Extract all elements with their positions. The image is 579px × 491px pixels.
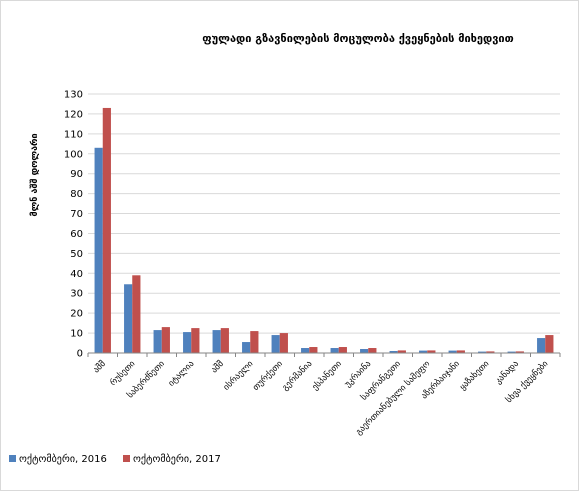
bar — [427, 350, 436, 353]
bar — [220, 328, 229, 353]
bar — [389, 351, 398, 353]
chart-title: ფულადი გზავნილების მოცულობა ქვეყნების მი… — [202, 32, 513, 45]
bar — [486, 351, 495, 353]
x-category-label: ესპანეთი — [310, 358, 344, 392]
x-category-label: რუსეთი — [108, 358, 138, 388]
bar — [124, 284, 133, 353]
y-tick-label: 20 — [70, 309, 83, 320]
bar — [478, 351, 487, 353]
y-tick-label: 0 — [77, 349, 83, 360]
y-tick-label: 70 — [70, 209, 83, 220]
bar — [507, 351, 516, 353]
x-category-label: აშშ — [209, 358, 226, 375]
bar — [161, 327, 170, 353]
bar — [242, 342, 251, 353]
bar — [456, 350, 465, 353]
bar — [309, 347, 318, 353]
x-category-label: აშშ — [91, 358, 108, 375]
bar — [515, 351, 524, 353]
x-category-label: ყაზახეთი — [457, 358, 491, 392]
x-category-label: იტალია — [167, 359, 197, 389]
x-category-label: თურქეთი — [250, 358, 285, 393]
bar — [212, 330, 221, 353]
y-tick-label: 80 — [70, 189, 83, 200]
bar — [102, 107, 111, 353]
bar — [360, 349, 369, 353]
legend-label: ოქტომბერი, 2017 — [133, 453, 221, 465]
bar — [419, 350, 428, 353]
y-axis-label: მლნ აშშ დოლარი — [29, 133, 40, 216]
y-tick-label: 100 — [64, 149, 83, 160]
x-category-label: ისრაელი — [221, 358, 255, 392]
legend-label: ოქტომბერი, 2016 — [19, 453, 107, 465]
bar — [338, 347, 347, 353]
bar — [397, 350, 406, 353]
bars — [94, 107, 554, 353]
y-tick-label: 130 — [64, 90, 83, 101]
y-tick-label: 50 — [70, 249, 83, 260]
bar — [279, 333, 288, 353]
bar — [94, 147, 103, 353]
y-tick-label: 120 — [64, 109, 83, 120]
y-tick-label: 40 — [70, 269, 83, 280]
y-tick-label: 110 — [64, 129, 83, 140]
y-tick-label: 10 — [70, 329, 83, 340]
bar — [153, 330, 162, 353]
y-tick-label: 30 — [70, 289, 83, 300]
bar — [250, 331, 259, 353]
bar — [301, 348, 310, 353]
bar — [368, 348, 377, 353]
bar — [271, 335, 280, 353]
y-tick-label: 90 — [70, 169, 83, 180]
legend: ოქტომბერი, 2016 ოქტომბერი, 2017 — [9, 453, 221, 465]
bar — [330, 348, 339, 353]
x-category-label: კანადა — [493, 358, 521, 386]
y-tick-label: 60 — [70, 229, 83, 240]
bar — [537, 338, 546, 353]
bar — [448, 350, 457, 353]
x-category-label: გერმანია — [280, 358, 315, 393]
bar — [132, 275, 141, 353]
legend-swatch — [123, 455, 130, 462]
y-tick-labels: 0 10 20 30 40 50 60 70 80 90 100 110 120 130 — [64, 90, 83, 360]
bar — [191, 328, 200, 353]
bar — [183, 332, 192, 353]
bar — [545, 335, 554, 353]
legend-swatch — [9, 455, 16, 462]
gridlines — [88, 93, 560, 334]
